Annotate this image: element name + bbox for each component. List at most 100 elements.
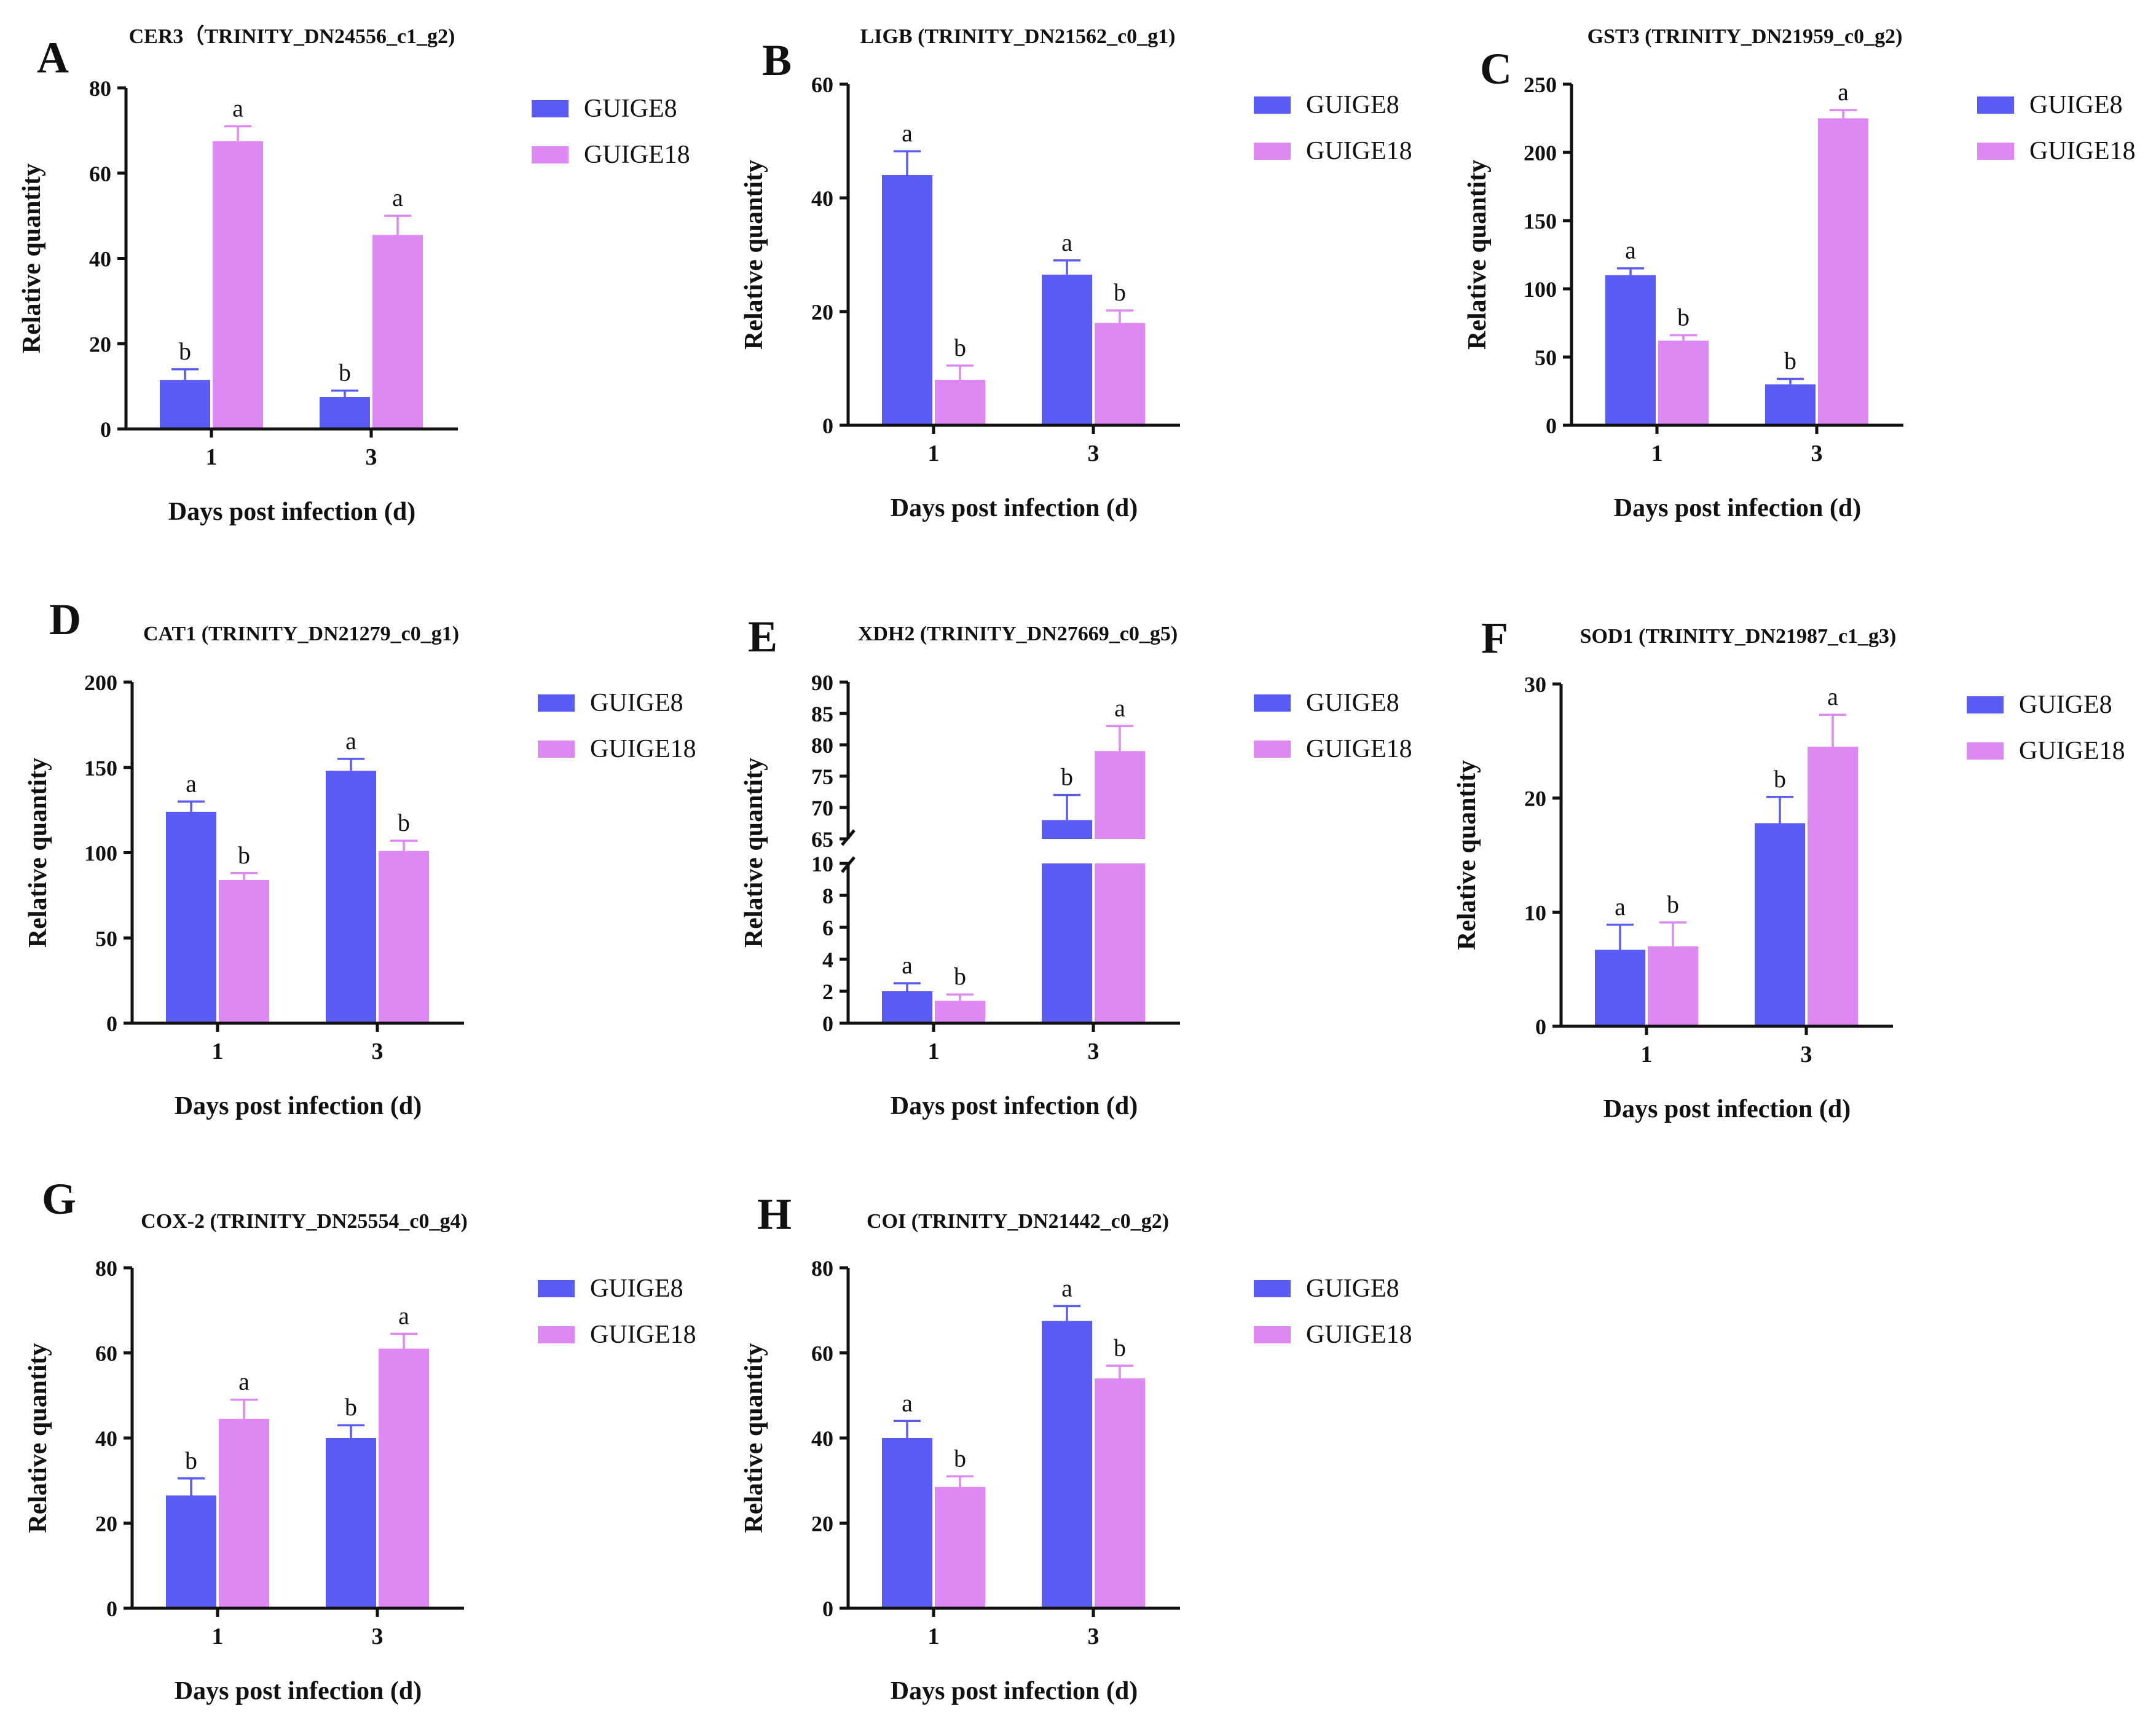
bar-guige8-day3: [1755, 823, 1805, 1026]
panel-title: GST3 (TRINITY_DN21959_c0_g2): [1587, 25, 1903, 48]
legend-swatch-guige18: [538, 741, 575, 758]
panel-letter: B: [762, 36, 792, 85]
y-tick-label: 0: [1535, 1015, 1546, 1039]
legend-label-guige8: GUIGE8: [1306, 91, 1399, 119]
bar-guige18-day3: [379, 1348, 429, 1608]
y-tick-label: 40: [89, 247, 111, 272]
bar-guige8-day1: [166, 1495, 216, 1608]
legend-swatch-guige8: [1254, 96, 1291, 114]
x-tick-label: 3: [372, 1039, 384, 1064]
x-axis-label: Days post infection (d): [891, 1092, 1138, 1120]
significance-letter: b: [954, 962, 966, 990]
significance-letter: b: [238, 841, 250, 869]
legend-label-guige8: GUIGE8: [1306, 689, 1399, 717]
x-axis-label: Days post infection (d): [175, 1677, 422, 1705]
y-tick-label: 4: [822, 948, 833, 972]
bar-guige8-day1: [882, 175, 932, 425]
significance-letter: b: [1677, 303, 1690, 331]
y-axis-label: Relative quantity: [24, 758, 52, 948]
bar-guige8-day3: [326, 1438, 376, 1608]
panel-letter: F: [1481, 613, 1508, 662]
y-tick-label: 10: [811, 852, 833, 876]
significance-letter: a: [1838, 78, 1849, 106]
significance-letter: b: [1114, 278, 1126, 306]
y-tick-label: 65: [811, 827, 833, 852]
y-axis-label: Relative quantity: [740, 758, 768, 948]
legend-swatch-guige18: [1254, 741, 1291, 758]
x-tick-label: 3: [1811, 441, 1823, 466]
bar-guige18-day3: [1095, 1378, 1145, 1608]
y-tick-label: 60: [811, 1342, 833, 1366]
legend-label-guige8: GUIGE8: [590, 1275, 683, 1303]
bar-guige18-day3: [1095, 323, 1145, 425]
y-tick-label: 150: [1524, 209, 1557, 234]
y-axis-label: Relative quantity: [18, 163, 46, 353]
significance-letter: b: [1114, 1334, 1126, 1361]
legend-label-guige8: GUIGE8: [590, 689, 683, 717]
bar-guige8-day3: [1042, 274, 1092, 425]
y-tick-label: 40: [95, 1426, 117, 1451]
legend-swatch-guige18: [1254, 1326, 1291, 1343]
y-tick-label: 40: [811, 186, 833, 211]
x-axis-label: Days post infection (d): [891, 1677, 1138, 1705]
legend-swatch-guige18: [538, 1326, 575, 1343]
y-tick-label: 80: [89, 76, 111, 101]
significance-letter: b: [1774, 765, 1786, 793]
legend-label-guige8: GUIGE8: [584, 95, 677, 123]
chart-panel-a: 0 20 40 60 80 b b a a 1 3 Days post infection (d) Re…: [18, 24, 690, 526]
legend-swatch-guige8: [538, 694, 575, 712]
legend-swatch-guige8: [532, 100, 569, 117]
legend-label-guige18: GUIGE18: [1306, 735, 1412, 763]
x-tick-label: 1: [1651, 441, 1663, 466]
legend-label-guige8: GUIGE8: [2029, 91, 2123, 119]
panel-letter: A: [37, 33, 69, 82]
x-tick-label: 3: [1088, 1624, 1100, 1649]
chart-panel-b: 0 20 40 60 a a b b 1 3 Days post infection (d) Rela…: [740, 25, 1412, 522]
x-tick-label: 1: [212, 1624, 224, 1649]
bar-guige18-day1: [213, 141, 263, 429]
bar-guige18-day3: [1818, 118, 1868, 425]
y-axis-label: Relative quantity: [1463, 160, 1492, 350]
x-axis-label: Days post infection (d): [1614, 494, 1862, 522]
panel-title: COI (TRINITY_DN21442_c0_g2): [867, 1210, 1169, 1233]
y-tick-label: 80: [811, 1256, 833, 1281]
y-tick-label: 0: [822, 1597, 833, 1621]
y-tick-label: 150: [84, 756, 117, 780]
bar-guige18-day3: [372, 235, 423, 429]
significance-letter: b: [179, 337, 191, 365]
legend-swatch-guige8: [1254, 694, 1291, 712]
chart-panel-g: 0 20 40 60 80 b b a a 1 3 Days post infection (d) Re…: [24, 1174, 696, 1705]
x-tick-label: 1: [212, 1039, 224, 1064]
x-tick-label: 3: [372, 1624, 384, 1649]
y-tick-label: 200: [84, 670, 117, 695]
bar-guige8-day1: [160, 380, 210, 429]
y-tick-label: 80: [811, 733, 833, 758]
legend-label-guige18: GUIGE18: [590, 735, 696, 763]
legend-swatch-guige18: [1254, 143, 1291, 160]
y-tick-label: 100: [84, 841, 117, 866]
chart-panel-c: 0 50 100 150 200 250 a b b a 1 3 Days post infection…: [1463, 25, 2136, 522]
bar-guige18-day1: [219, 879, 269, 1023]
panel-title: LIGB (TRINITY_DN21562_c0_g1): [860, 25, 1176, 48]
legend-label-guige18: GUIGE18: [1306, 1321, 1412, 1349]
y-tick-label: 2: [822, 980, 833, 1004]
x-axis-label: Days post infection (d): [891, 494, 1138, 522]
bar-guige18-day1: [935, 380, 985, 425]
significance-letter: a: [1615, 893, 1626, 921]
x-tick-label: 1: [928, 1624, 940, 1649]
significance-letter: b: [1784, 347, 1796, 375]
bar-guige8-day3-lower: [1042, 863, 1092, 1023]
chart-panel-h: 0 20 40 60 80 a a b b 1 3 Days post infection (d) Re…: [740, 1190, 1412, 1705]
legend-label-guige18: GUIGE18: [584, 141, 690, 169]
y-tick-label: 60: [89, 162, 111, 186]
legend-swatch-guige18: [1967, 742, 2004, 760]
panel-title: SOD1 (TRINITY_DN21987_c1_g3): [1580, 625, 1897, 648]
y-tick-label: 250: [1524, 73, 1557, 97]
y-tick-label: 85: [811, 702, 833, 726]
bar-guige8-day1: [166, 811, 216, 1023]
significance-letter: b: [339, 359, 351, 387]
bar-guige18-day1: [935, 1000, 985, 1023]
chart-panel-f: 0 10 20 30 a b b a 1 3 Days post infection (d) Rela…: [1453, 613, 2125, 1123]
y-tick-label: 40: [811, 1426, 833, 1451]
panel-letter: C: [1480, 44, 1512, 93]
